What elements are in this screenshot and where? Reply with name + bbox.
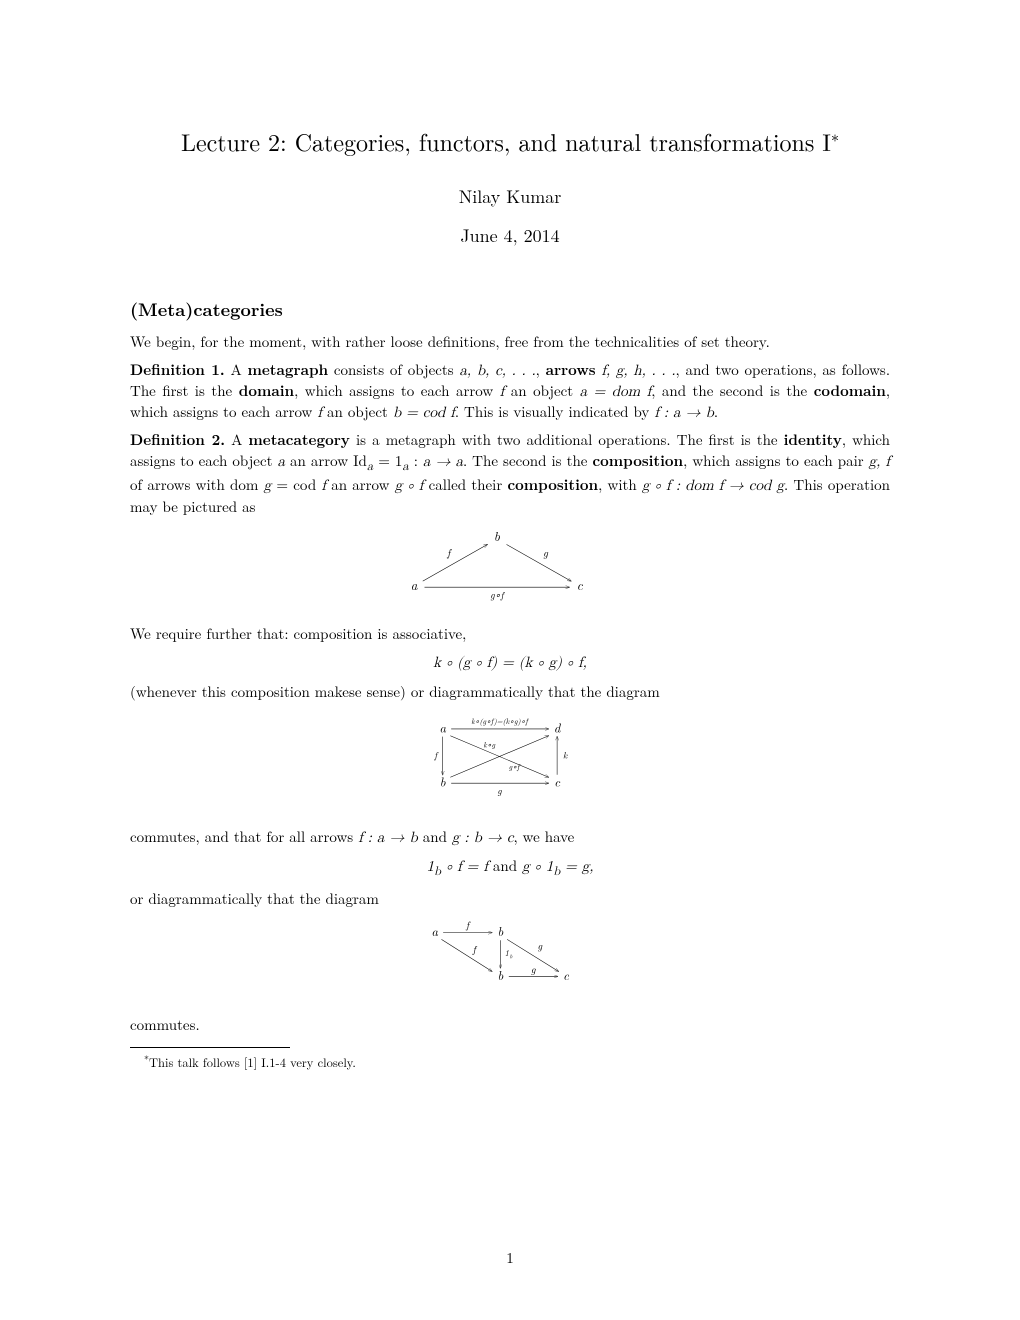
svg-text:b: b: [509, 951, 512, 960]
svg-text:f: f: [464, 920, 470, 931]
svg-text:g∘f: g∘f: [490, 587, 505, 601]
svg-text:f: f: [471, 941, 477, 955]
author: Nilay Kumar: [130, 185, 890, 209]
term-codomain: codomain: [814, 380, 886, 401]
footnote: ∗This talk follows [1] I.1-4 very closel…: [130, 1052, 890, 1071]
definition-1: Definition 1. A metagraph consists of ob…: [130, 360, 890, 424]
term-metagraph: metagraph: [247, 359, 328, 380]
svg-text:a: a: [411, 575, 418, 594]
svg-text:c: c: [563, 965, 569, 983]
footnote-marker: ∗: [144, 1049, 149, 1063]
term-identity: identity: [784, 429, 842, 450]
svg-text:k∘(g∘f)=(k∘g)∘f: k∘(g∘f)=(k∘g)∘f: [471, 716, 529, 727]
term-metacategory: metacategory: [248, 429, 350, 450]
title-footnote-marker: ∗: [831, 124, 839, 147]
section-heading: (Meta)categories: [130, 298, 890, 322]
svg-text:d: d: [553, 718, 561, 736]
definition-2: Definition 2. A metacategory is a metagr…: [130, 430, 890, 517]
identity-followup: or diagrammatically that the diagram: [130, 889, 890, 909]
footnote-rule: [130, 1047, 290, 1048]
commutes-text: commutes.: [130, 1015, 890, 1035]
term-composition: composition: [592, 450, 683, 471]
svg-text:g: g: [543, 546, 549, 561]
svg-text:b: b: [439, 772, 445, 790]
page-title: Lecture 2: Categories, functors, and nat…: [130, 125, 890, 157]
page-number: 1: [0, 1248, 1020, 1268]
svg-text:f: f: [446, 546, 452, 561]
assoc-followup: (whenever this composition makese sense)…: [130, 682, 890, 702]
svg-text:g: g: [530, 962, 535, 976]
equation-associativity: k ∘ (g ∘ f) = (k ∘ g) ∘ f,: [130, 652, 890, 673]
diagram-composition-triangle: a b c f g g∘f: [130, 527, 890, 614]
svg-text:g: g: [537, 938, 542, 952]
term-composition-2: composition: [507, 474, 598, 495]
svg-text:k: k: [563, 749, 568, 762]
svg-text:a: a: [431, 922, 438, 940]
svg-text:b: b: [497, 922, 503, 940]
def1-label: Definition 1.: [130, 359, 225, 380]
svg-text:b: b: [494, 527, 500, 545]
svg-text:c: c: [577, 575, 584, 594]
svg-text:a: a: [439, 718, 446, 736]
svg-text:f: f: [433, 749, 439, 762]
svg-text:c: c: [554, 772, 560, 790]
identity-intro: commutes, and that for all arrows f : a …: [130, 827, 890, 848]
svg-text:k∘g: k∘g: [483, 739, 495, 750]
page: Lecture 2: Categories, functors, and nat…: [0, 0, 1020, 1320]
svg-text:b: b: [497, 965, 503, 983]
term-domain: domain: [239, 380, 294, 401]
date: June 4, 2014: [130, 224, 890, 248]
term-arrows: arrows: [546, 359, 596, 380]
svg-text:g: g: [497, 784, 502, 797]
intro-paragraph: We begin, for the moment, with rather lo…: [130, 332, 890, 352]
svg-text:g∘f: g∘f: [508, 762, 520, 773]
diagram-identity: a b b c f 1b f g g: [130, 920, 890, 1005]
diagram-assoc-square: a d b c k∘(g∘f)=(k∘g)∘f f k g g∘f k∘g: [130, 712, 890, 817]
def2-label: Definition 2.: [130, 429, 225, 450]
assoc-intro: We require further that: composition is …: [130, 624, 890, 644]
svg-text:1: 1: [504, 948, 508, 959]
equation-identity: 1b ∘ f = f and g ∘ 1b = g,: [130, 856, 890, 881]
